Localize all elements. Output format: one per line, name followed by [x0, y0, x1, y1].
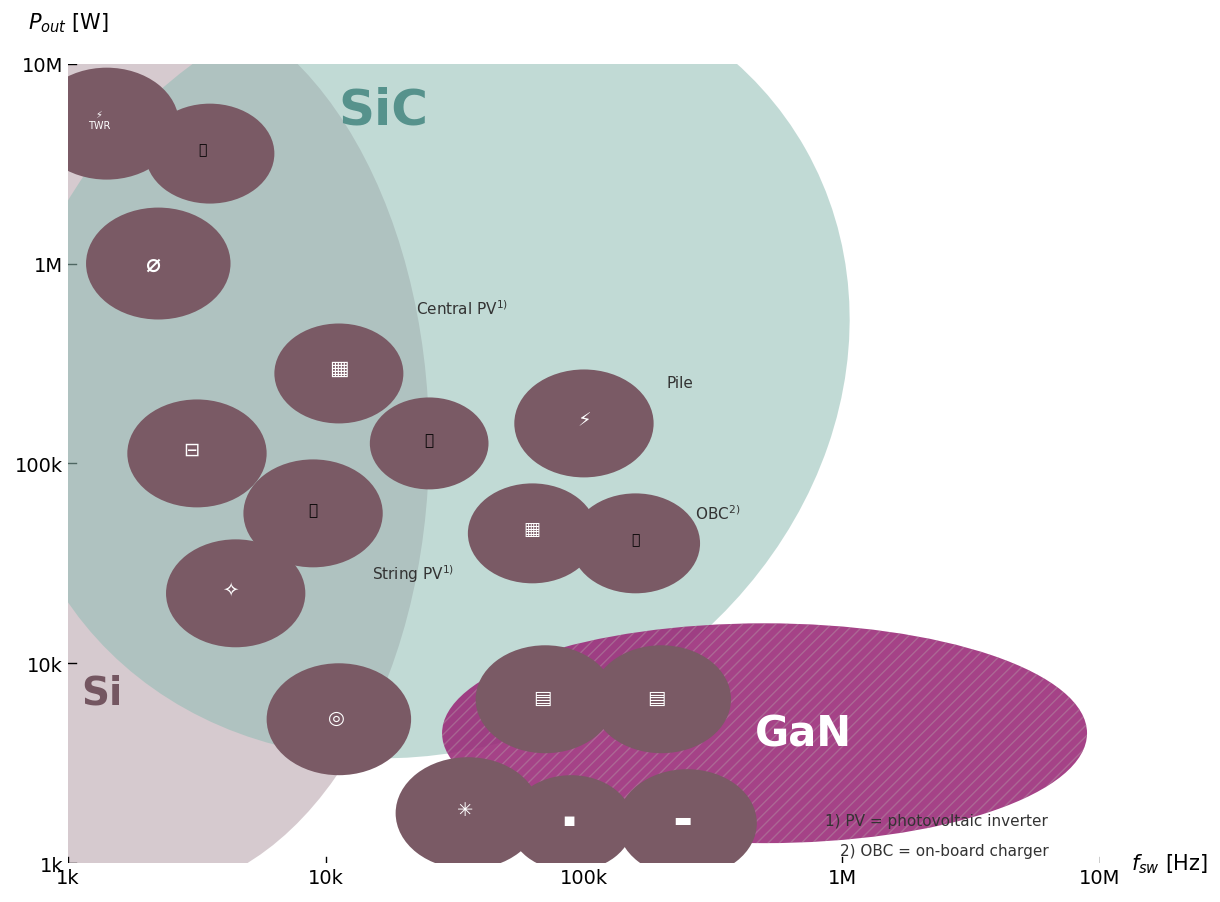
Circle shape: [244, 460, 383, 567]
Circle shape: [476, 646, 615, 753]
Text: 2) OBC = on-board charger: 2) OBC = on-board charger: [839, 843, 1048, 858]
Text: SiC: SiC: [339, 87, 429, 134]
Circle shape: [87, 208, 231, 320]
Ellipse shape: [0, 0, 429, 893]
Ellipse shape: [9, 0, 849, 759]
Text: 🚜: 🚜: [309, 502, 317, 518]
Circle shape: [515, 370, 654, 478]
Circle shape: [267, 664, 411, 776]
Text: 🚗: 🚗: [425, 432, 434, 447]
Text: ▦: ▦: [329, 358, 349, 378]
Text: GaN: GaN: [755, 713, 852, 754]
Circle shape: [145, 105, 274, 205]
Text: ▤: ▤: [533, 688, 551, 707]
Circle shape: [395, 758, 540, 870]
Circle shape: [509, 776, 633, 871]
Text: ◎: ◎: [328, 708, 345, 727]
Text: ▤: ▤: [647, 688, 665, 707]
Circle shape: [370, 398, 488, 490]
Text: 🚗: 🚗: [632, 533, 639, 547]
Text: ⌀: ⌀: [145, 253, 161, 276]
Text: ⚡
TWR: ⚡ TWR: [88, 110, 110, 132]
Text: ✳: ✳: [458, 800, 473, 819]
Text: $P_{out}$ [W]: $P_{out}$ [W]: [28, 11, 109, 34]
Text: ▪: ▪: [562, 810, 575, 829]
Circle shape: [571, 493, 700, 594]
Circle shape: [166, 539, 305, 648]
Text: Pile: Pile: [666, 376, 693, 391]
Circle shape: [617, 769, 756, 877]
Ellipse shape: [442, 623, 1087, 843]
Text: ⚡: ⚡: [577, 410, 590, 429]
Text: Si: Si: [81, 674, 122, 712]
Text: Central PV$^{1)}$: Central PV$^{1)}$: [416, 299, 509, 318]
Text: String PV$^{1)}$: String PV$^{1)}$: [372, 563, 455, 584]
Text: 1) PV = photovoltaic inverter: 1) PV = photovoltaic inverter: [826, 814, 1048, 828]
Circle shape: [467, 483, 597, 584]
Text: ✧: ✧: [222, 580, 239, 599]
Text: ▦: ▦: [523, 520, 540, 538]
Circle shape: [592, 646, 731, 753]
Text: OBC$^{2)}$: OBC$^{2)}$: [695, 504, 741, 523]
Text: 🚄: 🚄: [198, 143, 206, 158]
Text: ⊟: ⊟: [184, 440, 200, 459]
Circle shape: [127, 400, 267, 508]
Circle shape: [34, 69, 179, 180]
Text: ▬: ▬: [672, 810, 692, 829]
Text: $f_{sw}$ [Hz]: $f_{sw}$ [Hz]: [1131, 851, 1208, 875]
Circle shape: [274, 324, 404, 424]
